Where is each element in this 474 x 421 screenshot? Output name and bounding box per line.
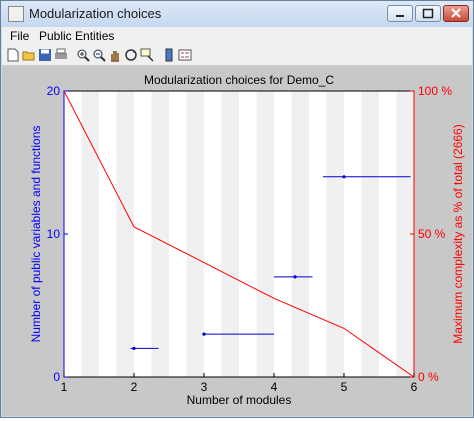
print-icon[interactable] <box>54 48 68 62</box>
matlab-app-icon <box>8 6 24 22</box>
minimize-button[interactable] <box>387 5 413 22</box>
x-tick-label: 6 <box>411 380 418 394</box>
x-tick-label: 2 <box>131 380 138 394</box>
minimize-icon <box>396 15 404 17</box>
y-ticks-right: 0 % 50 % 100 % <box>410 84 452 384</box>
x-tick-label: 5 <box>341 380 348 394</box>
maximize-icon <box>422 8 434 19</box>
background-band <box>274 91 292 377</box>
entity-point <box>202 332 206 336</box>
menu-bar: File Public Entities <box>2 27 472 45</box>
background-band <box>396 91 415 377</box>
window-title: Modularization choices <box>29 6 162 21</box>
x-tick-label: 4 <box>271 380 278 394</box>
background-bands <box>64 91 415 377</box>
data-cursor-icon[interactable] <box>140 48 154 62</box>
chart-title: Modularization choices for Demo_C <box>144 73 334 87</box>
background-band <box>361 91 380 377</box>
new-icon[interactable] <box>6 48 20 62</box>
background-band <box>81 91 100 377</box>
menu-public-entities[interactable]: Public Entities <box>39 29 115 43</box>
zoom-out-icon[interactable] <box>92 48 106 62</box>
complexity-line <box>63 90 415 378</box>
entity-point <box>342 175 346 179</box>
background-band <box>344 91 362 377</box>
close-icon <box>451 8 461 18</box>
y-tick-label-right: 50 % <box>418 227 446 241</box>
public-entities-series <box>130 175 411 350</box>
menu-file[interactable]: File <box>10 29 30 43</box>
y-tick-label-right: 0 % <box>418 370 439 384</box>
background-band <box>239 91 257 377</box>
background-band <box>309 91 327 377</box>
y-tick-label: 10 <box>47 227 61 241</box>
background-band <box>134 91 152 377</box>
rotate-icon[interactable] <box>124 48 138 62</box>
y-tick-label: 0 <box>53 370 60 384</box>
y-tick-label: 20 <box>47 84 61 98</box>
modularization-chart[interactable]: 1 2 3 4 5 6 0 10 20 0 % 50 % 100 % Modularization… <box>2 66 472 416</box>
x-tick-label: 3 <box>201 380 208 394</box>
figure-toolbar <box>2 45 472 66</box>
background-band <box>379 91 397 377</box>
background-band <box>116 91 135 377</box>
x-axis-label: Number of modules <box>187 393 292 407</box>
background-band <box>291 91 310 377</box>
background-band <box>186 91 205 377</box>
open-icon[interactable] <box>22 48 36 62</box>
close-button[interactable] <box>443 5 469 22</box>
background-band <box>151 91 170 377</box>
y-tick-label-right: 100 % <box>418 84 452 98</box>
x-ticks: 1 2 3 4 5 6 <box>61 373 418 394</box>
background-band <box>221 91 240 377</box>
entity-point <box>132 346 136 350</box>
entity-point <box>293 275 297 279</box>
zoom-in-icon[interactable] <box>76 48 90 62</box>
x-tick-label: 1 <box>61 380 68 394</box>
title-bar[interactable]: Modularization choices <box>1 1 473 27</box>
colorbar-icon[interactable] <box>162 48 176 62</box>
maximize-button[interactable] <box>415 5 441 22</box>
background-band <box>256 91 275 377</box>
background-band <box>204 91 222 377</box>
figure-area: 1 2 3 4 5 6 0 10 20 0 % 50 % 100 % Modularization… <box>2 66 472 416</box>
legend-icon[interactable] <box>178 48 192 62</box>
background-band <box>169 91 187 377</box>
y-ticks-left: 0 10 20 <box>47 84 68 384</box>
background-band <box>99 91 117 377</box>
y-axis-label-left: Number of public variables and functions <box>29 126 43 343</box>
save-icon[interactable] <box>38 48 52 62</box>
background-band <box>64 91 82 377</box>
y-axis-label-right: Maximum complexity as % of total (2666) <box>451 124 465 343</box>
background-band <box>326 91 345 377</box>
pan-icon[interactable] <box>108 48 122 62</box>
